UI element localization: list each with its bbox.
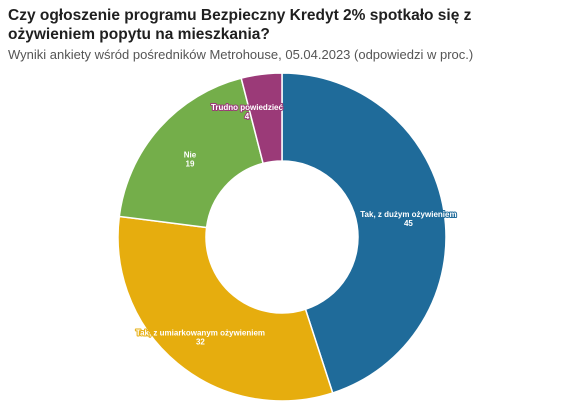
chart-title: Czy ogłoszenie programu Bezpieczny Kredy… [8, 7, 472, 43]
slice-category-label: Tak, z umiarkowanym ożywieniem [136, 329, 265, 338]
donut-slice-2 [118, 77, 265, 229]
chart-subtitle: Wyniki ankiety wśród pośredników Metroho… [8, 47, 474, 62]
slice-category-label: Nie [184, 151, 197, 160]
slice-value-label: 4 [245, 112, 250, 121]
chart-header: Czy ogłoszenie programu Bezpieczny Kredy… [8, 6, 556, 63]
slice-value-label: 19 [186, 160, 195, 169]
slice-value-label: 32 [196, 338, 205, 347]
slice-value-label: 45 [404, 219, 413, 228]
donut-slices [117, 72, 447, 402]
donut-slice-1 [117, 215, 334, 402]
slice-category-label: Tak, z dużym ożywieniem [360, 210, 456, 219]
slice-category-label: Trudno powiedzieć [211, 103, 284, 112]
donut-slice-3 [240, 72, 283, 165]
donut-slice-0 [281, 72, 447, 394]
